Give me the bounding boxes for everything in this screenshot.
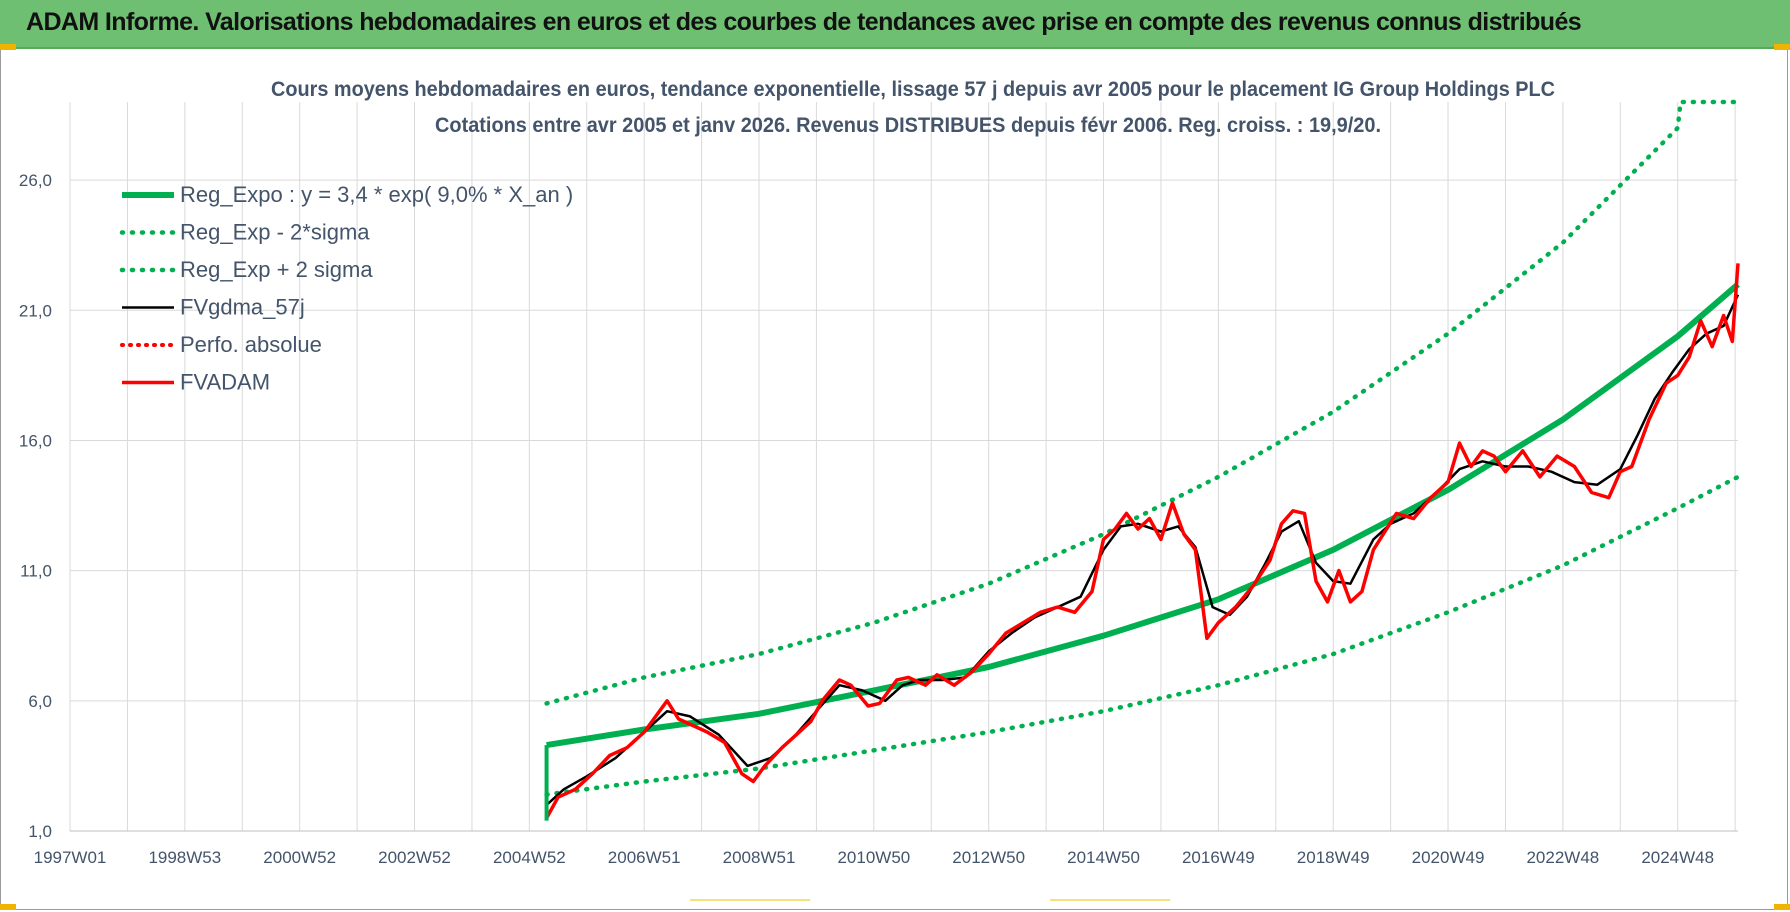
x-tick-label: 2016W49 [1182, 848, 1255, 867]
lower-band-line [544, 474, 1741, 797]
x-tick-label: 2014W50 [1067, 848, 1140, 867]
smoothed-line [545, 294, 1740, 806]
x-tick-label: 2022W48 [1526, 848, 1599, 867]
series [544, 99, 1741, 821]
x-tick-label: 2002W52 [378, 848, 451, 867]
y-tick-label: 26,0 [19, 171, 52, 190]
x-tick-label: 2024W48 [1641, 848, 1714, 867]
fvadam-line [545, 263, 1740, 819]
legend-label: Perfo. absolue [180, 332, 322, 357]
chart-subtitle: Cotations entre avr 2005 et janv 2026. R… [435, 114, 1381, 137]
legend-label: FVADAM [180, 370, 270, 395]
y-tick-label: 21,0 [19, 301, 52, 320]
header-bar: ADAM Informe. Valorisations hebdomadaire… [0, 0, 1790, 49]
legend-label: Reg_Expo : y = 3,4 * exp( 9,0% * X_an ) [180, 182, 573, 207]
legend-label: FVgdma_57j [180, 295, 305, 320]
chart-title: Cours moyens hebdomadaires en euros, ten… [271, 78, 1555, 101]
y-tick-label: 1,0 [28, 822, 52, 841]
corner-marker-bottom-right [1774, 904, 1790, 910]
corner-marker-bottom-left [0, 904, 16, 910]
selection-handle-1 [690, 899, 810, 901]
page-title: ADAM Informe. Valorisations hebdomadaire… [26, 8, 1582, 36]
legend-label: Reg_Exp - 2*sigma [180, 220, 370, 245]
x-tick-label: 2012W50 [952, 848, 1025, 867]
y-tick-label: 16,0 [19, 431, 52, 450]
x-tick-label: 2010W50 [837, 848, 910, 867]
upper-band-line [544, 99, 1741, 706]
selection-handle-2 [1050, 899, 1170, 901]
x-tick-label: 2008W51 [723, 848, 796, 867]
legend: Reg_Expo : y = 3,4 * exp( 9,0% * X_an ) R… [119, 182, 573, 395]
x-tick-label: 1998W53 [148, 848, 221, 867]
corner-marker-top-right [1774, 44, 1790, 50]
y-axis: 1,0 6,0 11,0 16,0 21,0 26,0 [19, 171, 52, 841]
x-tick-label: 1997W01 [34, 848, 107, 867]
x-tick-label: 2004W52 [493, 848, 566, 867]
x-tick-label: 2006W51 [608, 848, 681, 867]
x-tick-label: 2018W49 [1297, 848, 1370, 867]
y-tick-label: 11,0 [20, 562, 52, 581]
grid [69, 102, 1738, 832]
y-tick-label: 6,0 [28, 692, 52, 711]
regression-line [546, 282, 1740, 749]
x-tick-label: 2000W52 [263, 848, 336, 867]
legend-label: Reg_Exp + 2 sigma [180, 257, 373, 282]
x-axis: 1997W01 1998W53 2000W52 2002W52 2004W52 2006W… [34, 848, 1714, 867]
corner-marker-top-left [0, 44, 16, 50]
x-tick-label: 2020W49 [1412, 848, 1485, 867]
